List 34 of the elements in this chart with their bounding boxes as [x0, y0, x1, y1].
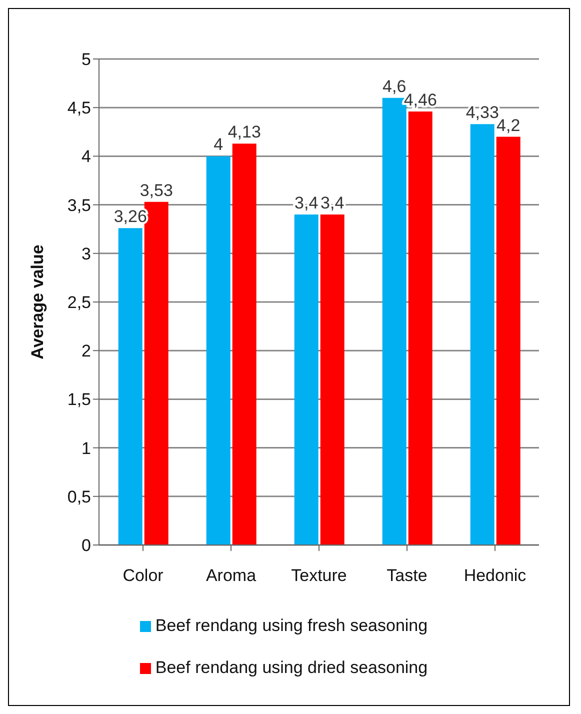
- y-tick-label: 4: [82, 147, 91, 166]
- bar: [470, 124, 494, 545]
- y-tick-label: 5: [82, 50, 91, 70]
- data-label: 4,33: [466, 103, 499, 122]
- bar: [118, 228, 142, 545]
- bar: [408, 111, 432, 545]
- y-tick-label: 1: [82, 438, 91, 458]
- bar: [294, 214, 318, 545]
- data-label: 4,46: [404, 90, 437, 110]
- bar: [232, 144, 256, 545]
- y-tick-label: 3,5: [67, 196, 91, 215]
- x-tick-label: Taste: [386, 566, 428, 586]
- legend-label: Beef rendang using fresh seasoning: [155, 616, 428, 635]
- x-tick-label: Aroma: [206, 566, 257, 586]
- legend-label: Beef rendang using dried seasoning: [155, 658, 428, 677]
- data-label: 4,13: [228, 122, 261, 142]
- y-tick-label: 0,5: [67, 487, 91, 506]
- data-label: 4: [214, 135, 224, 154]
- y-tick-label: 0: [82, 536, 91, 556]
- y-tick-label: 3: [82, 244, 91, 264]
- y-tick-label: 2,5: [67, 293, 91, 312]
- x-tick-label: Color: [122, 566, 164, 586]
- y-tick-label: 4,5: [67, 98, 91, 118]
- data-label: 3,53: [140, 180, 173, 200]
- bar: [206, 156, 230, 545]
- data-label: 4,6: [382, 76, 406, 96]
- x-tick-label: Texture: [291, 566, 347, 586]
- bar: [496, 136, 520, 545]
- y-axis-title: Average value: [28, 244, 48, 360]
- y-tick-label: 1,5: [67, 390, 91, 410]
- y-tick-label: 2: [82, 342, 91, 361]
- x-tick-label: Hedonic: [464, 566, 527, 586]
- data-label: 4,2: [496, 116, 520, 135]
- bar: [320, 214, 344, 545]
